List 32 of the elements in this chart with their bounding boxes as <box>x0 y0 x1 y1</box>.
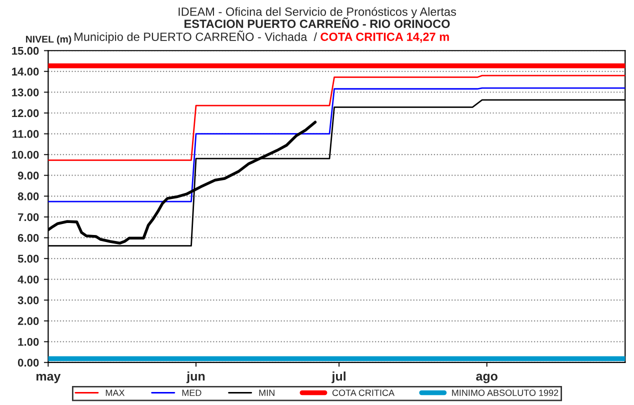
legend-label: MED <box>182 390 202 396</box>
y-tick-label: 4.00 <box>18 276 39 284</box>
y-tick-label: 7.00 <box>18 213 39 222</box>
y-tick-label: 11.00 <box>12 130 39 138</box>
y-tick-label: 13.00 <box>12 88 39 96</box>
legend-label: MINIMO ABSOLUTO 1992 <box>452 390 558 396</box>
y-tick-label: 10.00 <box>12 150 39 159</box>
y-tick-label: 9.00 <box>18 172 39 180</box>
text: COTA CRITICA 14,27 m <box>320 32 449 43</box>
x-tick-label: jul <box>332 372 346 384</box>
y-tick-label: 3.00 <box>18 296 39 304</box>
legend-label: MIN <box>259 390 274 396</box>
x-tick-label: may <box>36 374 61 384</box>
y-tick-label: 12.00 <box>12 109 39 118</box>
legend-label: COTA CRITICA <box>332 390 395 396</box>
y-tick-label: 14.00 <box>12 68 39 76</box>
y-tick-label: 0.00 <box>18 358 39 367</box>
legend-label: MAX <box>106 390 125 396</box>
y-axis-title: NIVEL (m) <box>26 35 72 45</box>
y-tick-label: 8.00 <box>18 192 39 200</box>
x-tick-label: ago <box>476 374 498 384</box>
y-tick-label: 2.00 <box>18 317 39 326</box>
line-series <box>48 74 626 161</box>
line-series <box>48 87 626 202</box>
y-tick-label: 15.00 <box>12 46 39 55</box>
text: Municipio de PUERTO CARREÑO - Vichada / <box>74 30 318 44</box>
y-tick-label: 5.00 <box>18 254 39 263</box>
chart-subtitle: ESTACION PUERTO CARREÑO - RIO ORINOCO <box>184 17 450 28</box>
y-tick-label: 1.00 <box>18 338 39 346</box>
y-tick-label: 6.00 <box>18 234 39 242</box>
x-tick-label: jun <box>186 372 205 384</box>
chart-title: IDEAM - Oficina del Servicio de Pronósticos y Alertas <box>178 7 456 18</box>
